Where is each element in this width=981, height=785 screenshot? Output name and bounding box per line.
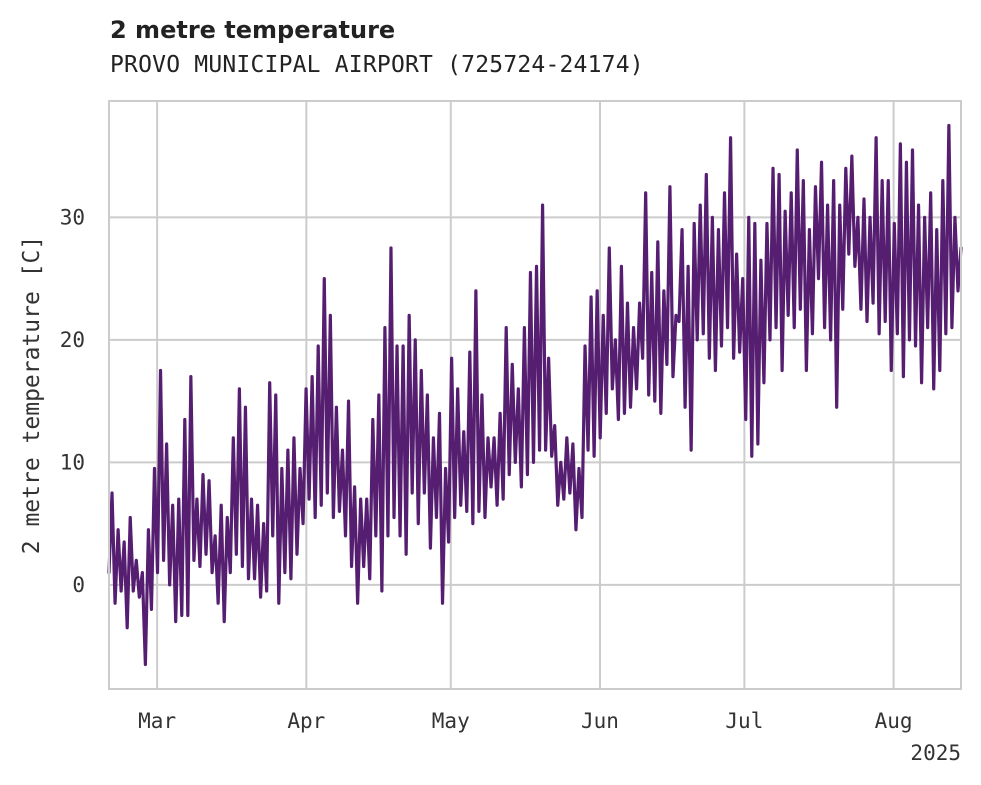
tick-layer: 0 10 20 30 Mar Apr May Jun Jul Aug (60, 205, 913, 733)
y-tick-label: 0 (72, 573, 85, 597)
chart-title: 2 metre temperature (110, 16, 396, 44)
x-tick-label: Jun (581, 709, 619, 733)
y-tick-label: 20 (60, 328, 85, 352)
y-tick-label: 10 (60, 450, 85, 474)
x-tick-label: Apr (287, 709, 325, 733)
x-tick-label: Mar (138, 709, 176, 733)
series-layer (107, 123, 963, 667)
x-tick-label: May (432, 709, 470, 733)
temperature-series-line (107, 123, 963, 667)
x-tick-label: Jul (725, 709, 763, 733)
plot-frame (108, 100, 962, 690)
x-tick-label: Aug (875, 709, 913, 733)
y-tick-label: 30 (60, 205, 85, 229)
y-axis-label: 2 metre temperature [C] (19, 236, 45, 555)
chart-subtitle: PROVO MUNICIPAL AIRPORT (725724-24174) (110, 52, 644, 78)
x-year-label: 2025 (910, 741, 961, 765)
